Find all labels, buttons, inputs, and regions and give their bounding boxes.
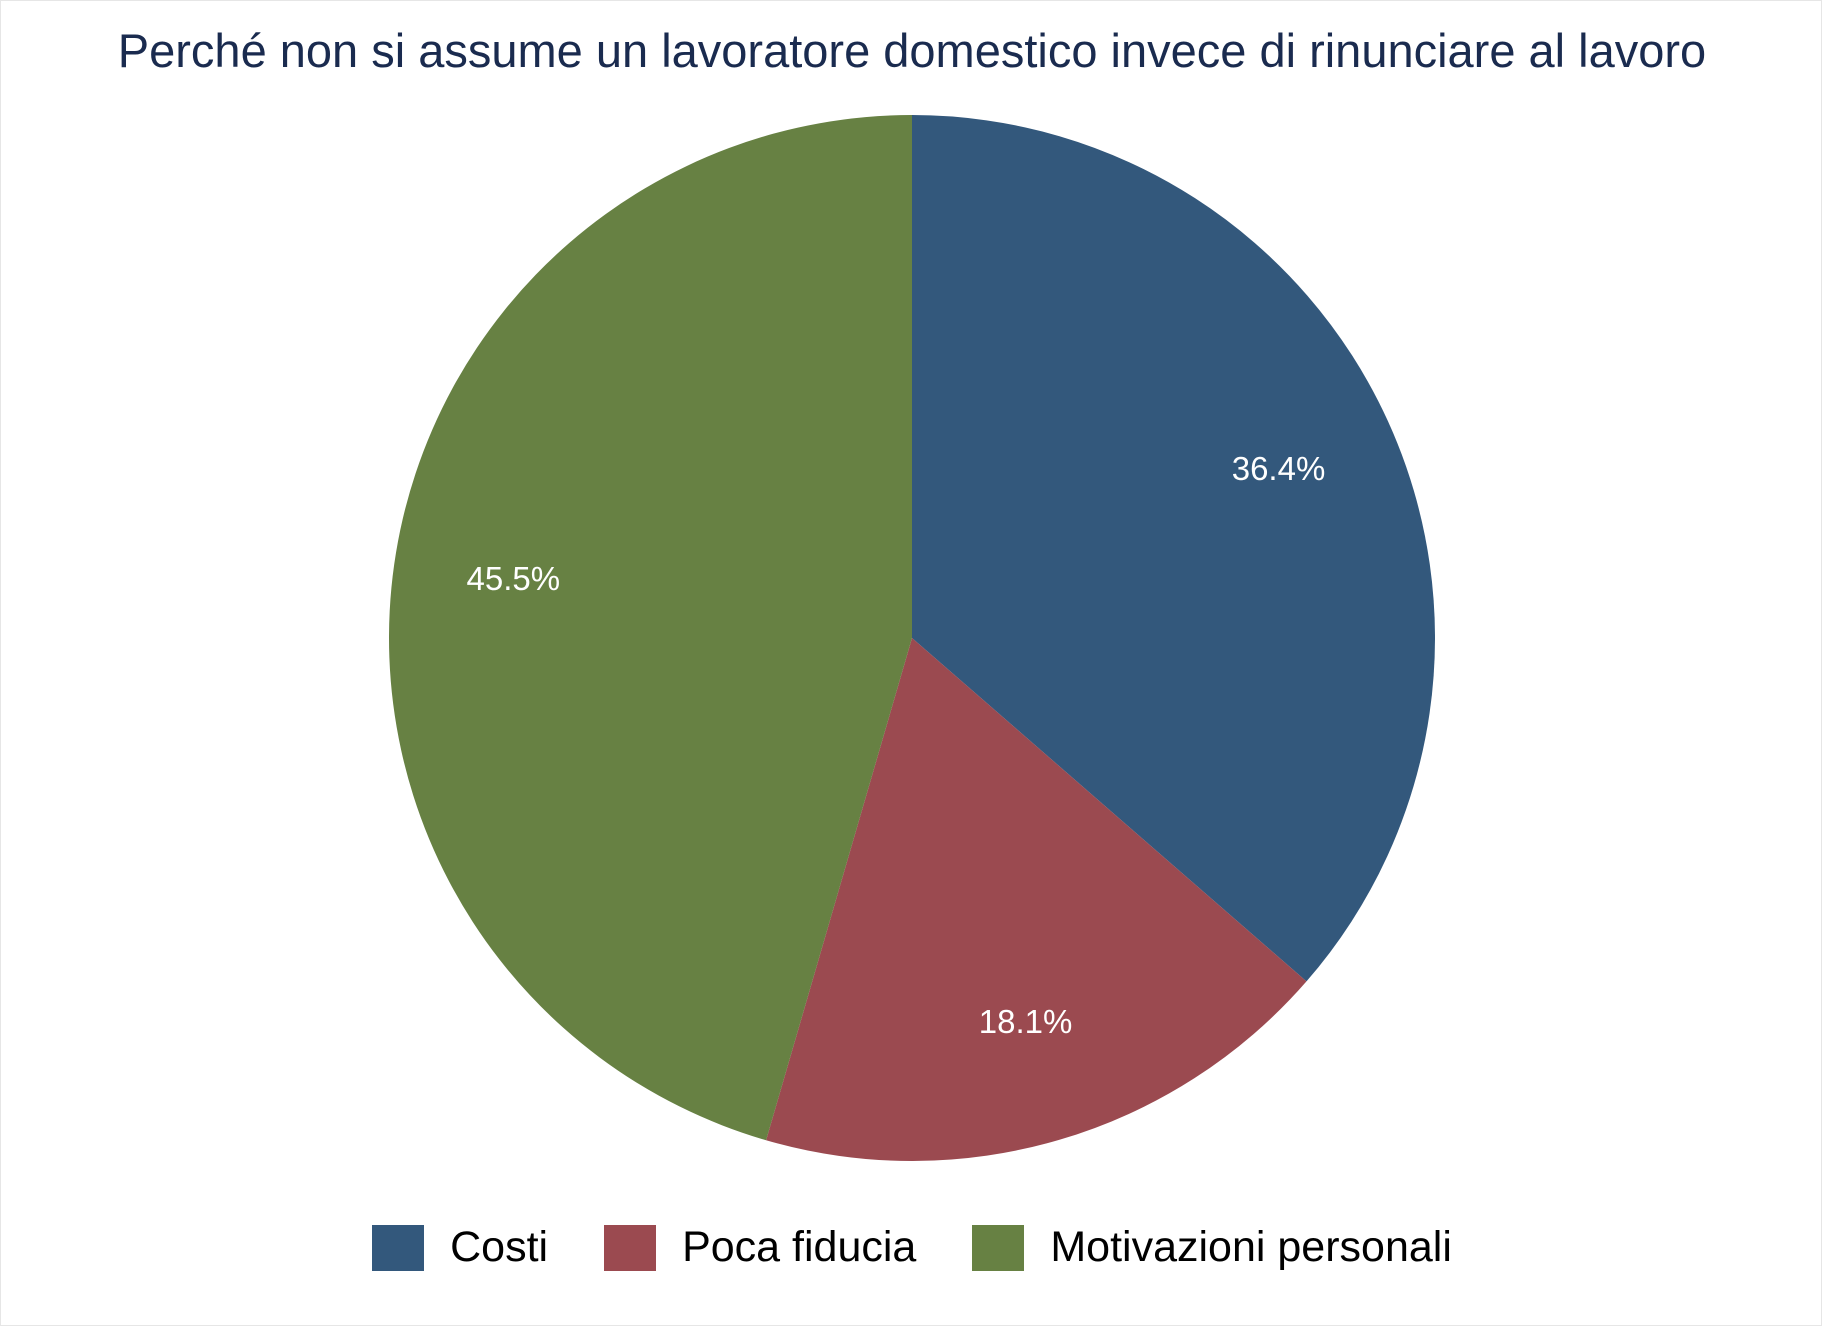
chart-title: Perché non si assume un lavoratore domes…: [117, 24, 1707, 77]
legend-label-costi: Costi: [450, 1223, 549, 1271]
legend-swatch-motivazioni-personali: [972, 1224, 1025, 1271]
legend-label-poca-fiducia: Poca fiducia: [682, 1223, 917, 1271]
legend-item-motivazioni-personali: Motivazioni personali: [972, 1223, 1452, 1272]
pie-slice-motivazioni-personali: [388, 115, 912, 1141]
slice-label-costi: 36.4%: [1232, 450, 1326, 487]
pie-slice-labels: 36.4% 18.1% 45.5%: [467, 450, 1326, 1040]
slice-label-poca-fiducia: 18.1%: [979, 1003, 1073, 1040]
pie-slice-costi: [912, 115, 1435, 982]
legend: Costi Poca fiducia Motivazioni personali: [1, 1223, 1822, 1272]
slice-label-motivazioni-personali: 45.5%: [467, 560, 561, 597]
legend-item-costi: Costi: [372, 1223, 548, 1272]
pie-slice-poca-fiducia: [766, 638, 1307, 1161]
legend-label-motivazioni-personali: Motivazioni personali: [1050, 1223, 1452, 1271]
legend-swatch-costi: [372, 1224, 425, 1271]
legend-item-poca-fiducia: Poca fiducia: [604, 1223, 916, 1272]
pie-slices: [388, 115, 1435, 1161]
legend-swatch-poca-fiducia: [604, 1224, 657, 1271]
